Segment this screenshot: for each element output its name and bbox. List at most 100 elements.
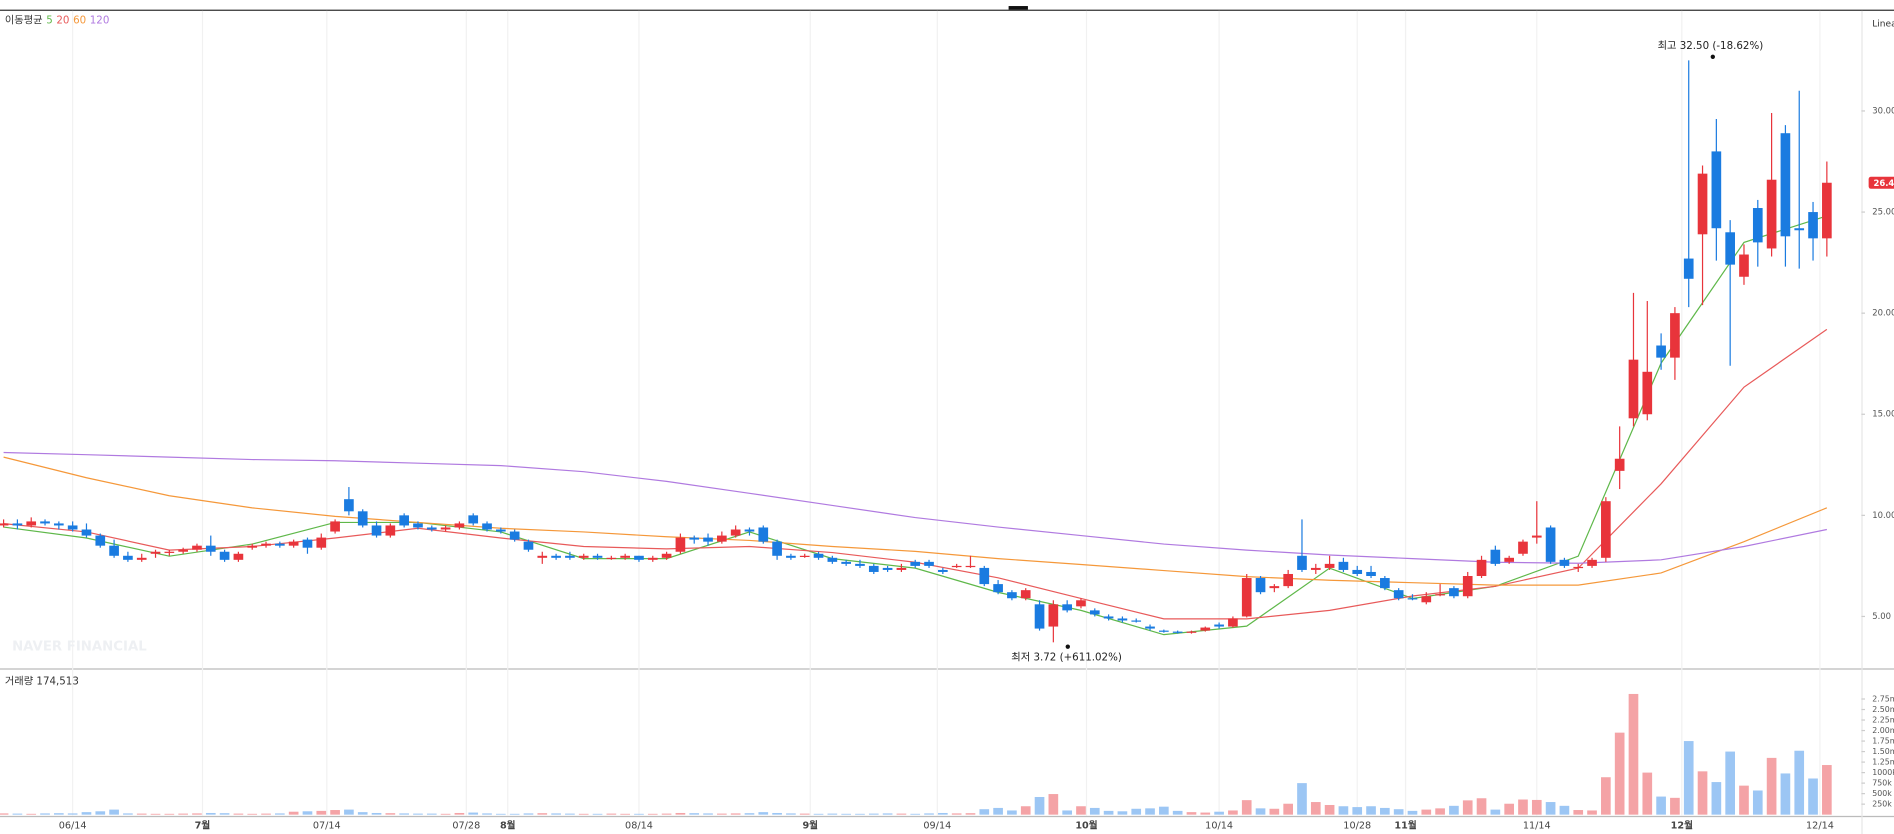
volume-tick-label: 750k	[1872, 779, 1892, 788]
volume-bar	[233, 813, 244, 815]
x-tick-label: 11/14	[1523, 821, 1551, 832]
candle-body	[1822, 182, 1832, 239]
candle-body	[109, 545, 119, 556]
candle-body	[1407, 598, 1418, 600]
candle-body	[0, 523, 9, 526]
volume-bar	[1117, 811, 1128, 815]
candle-body	[95, 535, 106, 546]
candle-body	[1449, 588, 1459, 597]
volume-bar	[1366, 806, 1376, 815]
candle-body	[1076, 600, 1086, 607]
candle-body	[1241, 578, 1252, 617]
volume-bar	[509, 813, 520, 815]
volume-bar	[744, 813, 755, 815]
candle-body	[1504, 557, 1514, 562]
candle-body	[399, 515, 409, 526]
candle-body	[1752, 208, 1763, 243]
candle-body	[371, 525, 382, 536]
candle-body	[1007, 592, 1017, 599]
x-tick-label: 10월	[1075, 820, 1097, 832]
volume-bar	[896, 813, 907, 815]
candle-body	[54, 523, 64, 526]
candle-body	[717, 535, 727, 542]
candle-body	[1683, 258, 1694, 279]
volume-bar	[399, 813, 409, 815]
candle-body	[592, 555, 603, 558]
candle-body	[1670, 313, 1680, 358]
volume-bar	[827, 813, 838, 815]
volume-bar	[1103, 810, 1114, 815]
volume-bar	[1297, 783, 1307, 815]
candle-body	[233, 553, 244, 560]
volume-bar	[178, 813, 188, 815]
candle-body	[192, 545, 202, 550]
volume-bar	[385, 813, 396, 815]
candle-body	[896, 567, 907, 570]
candle-body	[1697, 173, 1708, 235]
candle-body	[1131, 620, 1142, 622]
volume-bar	[275, 813, 285, 815]
volume-bar	[965, 813, 976, 815]
candle-body	[882, 567, 893, 570]
x-tick-label: 06/14	[59, 821, 87, 832]
candle-body	[1462, 576, 1473, 597]
x-tick-label: 07/28	[452, 821, 480, 832]
volume-tick-label: 500k	[1872, 789, 1892, 798]
drag-handle[interactable]	[1008, 6, 1028, 10]
volume-bar	[1007, 810, 1017, 815]
candle-body	[1103, 616, 1114, 619]
candle-body	[150, 551, 161, 554]
volume-bar	[0, 813, 9, 815]
candle-body	[1297, 555, 1307, 570]
volume-bar	[1255, 808, 1266, 815]
volume-bar	[1766, 757, 1777, 815]
volume-bar	[1131, 808, 1142, 815]
volume-bar	[1697, 771, 1708, 815]
candle-body	[12, 523, 23, 526]
volume-bar	[1545, 802, 1556, 815]
candles	[0, 60, 1832, 643]
volume-bar	[136, 813, 147, 815]
volume-bar	[1683, 741, 1694, 815]
candle-body	[1725, 232, 1735, 265]
candle-body	[537, 555, 548, 558]
candle-body	[1255, 578, 1266, 593]
candle-body	[316, 537, 327, 548]
candle-body	[1601, 501, 1611, 558]
candle-body	[1642, 371, 1653, 415]
volume-bar	[1089, 807, 1100, 815]
candle-body	[1587, 559, 1597, 566]
volume-bar	[1020, 806, 1031, 815]
volume-value: 174,513	[36, 676, 78, 688]
scale-label[interactable]: Linea	[1872, 20, 1894, 30]
ma-legend[interactable]: 이동평균 5 20 60 120	[5, 15, 110, 27]
y-tick-label: 25.00	[1872, 207, 1894, 217]
candle-body	[675, 537, 686, 552]
candle-body	[1739, 254, 1749, 277]
ma-line	[3, 456, 1828, 586]
candle-body	[1476, 559, 1487, 577]
candle-body	[1200, 627, 1211, 631]
volume-bar	[675, 812, 686, 815]
candle-body	[1048, 604, 1059, 627]
candle-body	[703, 537, 713, 542]
volume-bar	[1531, 799, 1542, 815]
volume-tick-label: 1.50m	[1872, 747, 1894, 756]
volume-bar	[910, 813, 921, 815]
volume-bar	[109, 809, 119, 815]
candle-body	[468, 515, 479, 524]
volume-bar	[799, 813, 810, 815]
candle-body	[1366, 571, 1376, 577]
candle-body	[1089, 610, 1100, 615]
candle-body	[772, 541, 782, 556]
volume-bar	[413, 813, 423, 815]
volume-bar	[1739, 785, 1749, 815]
volume-bar	[192, 813, 202, 815]
volume-bar	[1518, 799, 1528, 815]
volume-bar	[523, 813, 534, 815]
volume-bar	[1656, 796, 1666, 815]
candle-body	[813, 553, 824, 558]
volume-bar	[1435, 808, 1445, 815]
volume-bar	[1752, 790, 1763, 815]
